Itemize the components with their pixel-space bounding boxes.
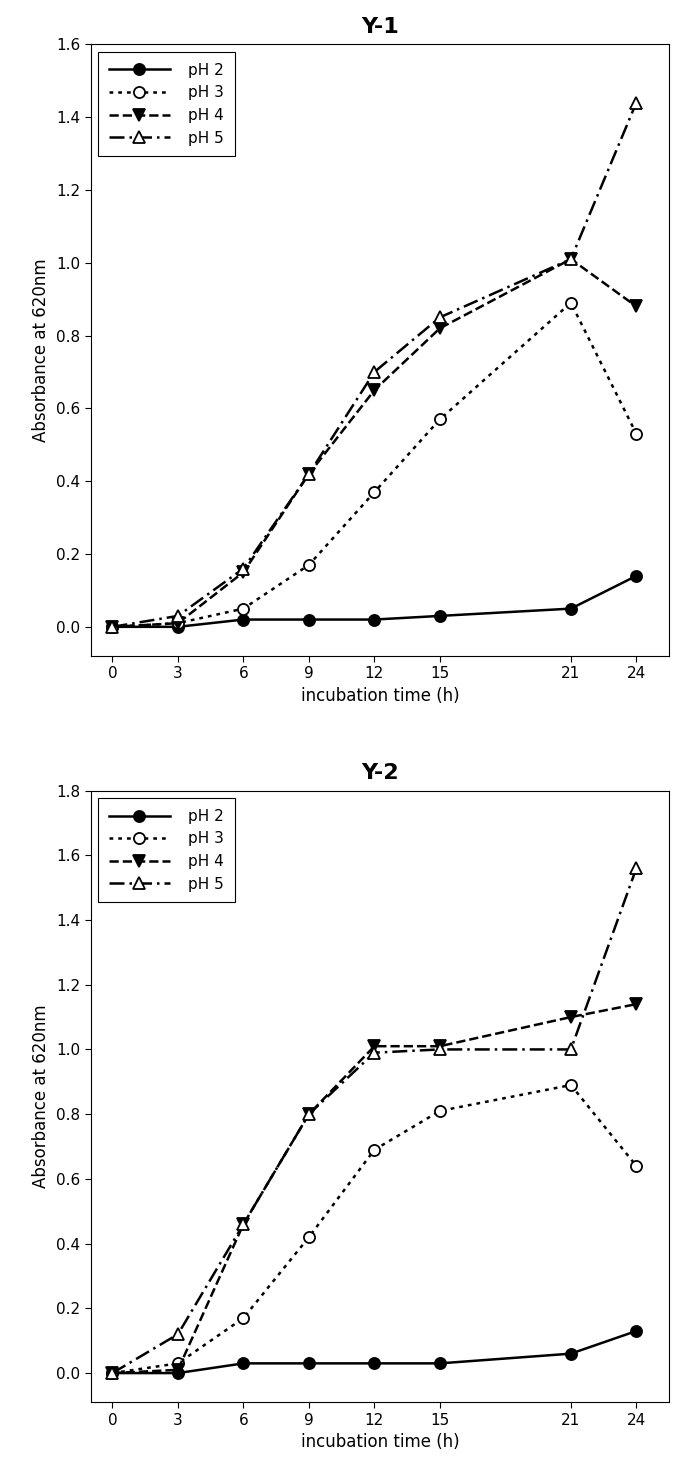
pH 2 — [370, 611, 378, 629]
Legend: pH 2, pH 3, pH 4, pH 5: pH 2, pH 3, pH 4, pH 5 — [98, 799, 235, 902]
pH 2 — [632, 567, 641, 584]
pH 4 — [436, 1038, 444, 1055]
pH 2 — [305, 611, 313, 629]
pH 3 — [305, 556, 313, 574]
pH 4 — [632, 298, 641, 316]
Title: Y-2: Y-2 — [361, 763, 399, 784]
pH 3 — [174, 614, 182, 632]
pH 2 — [567, 599, 575, 617]
pH 2 — [174, 1364, 182, 1382]
pH 5 — [567, 251, 575, 269]
pH 5 — [305, 465, 313, 483]
pH 5 — [174, 607, 182, 624]
pH 4 — [567, 1008, 575, 1026]
pH 3 — [239, 599, 247, 617]
Line: pH 4: pH 4 — [107, 999, 642, 1379]
pH 2 — [567, 1345, 575, 1362]
X-axis label: incubation time (h): incubation time (h) — [300, 686, 459, 706]
Line: pH 3: pH 3 — [107, 1079, 642, 1379]
pH 2 — [239, 1355, 247, 1373]
pH 4 — [108, 1364, 116, 1382]
pH 5 — [632, 859, 641, 877]
Line: pH 2: pH 2 — [107, 1325, 642, 1379]
pH 5 — [567, 1041, 575, 1058]
Y-axis label: Absorbance at 620nm: Absorbance at 620nm — [32, 1005, 50, 1188]
pH 4 — [174, 614, 182, 632]
pH 4 — [305, 465, 313, 483]
pH 5 — [305, 1106, 313, 1123]
pH 3 — [632, 425, 641, 443]
pH 4 — [108, 618, 116, 636]
pH 3 — [305, 1228, 313, 1246]
pH 4 — [632, 995, 641, 1013]
pH 5 — [108, 618, 116, 636]
pH 5 — [239, 1215, 247, 1232]
X-axis label: incubation time (h): incubation time (h) — [300, 1433, 459, 1451]
pH 4 — [239, 1215, 247, 1232]
pH 3 — [174, 1355, 182, 1373]
pH 3 — [632, 1157, 641, 1175]
pH 4 — [436, 319, 444, 337]
pH 3 — [239, 1309, 247, 1327]
pH 2 — [436, 607, 444, 624]
pH 2 — [632, 1322, 641, 1340]
pH 5 — [174, 1325, 182, 1343]
Line: pH 2: pH 2 — [107, 570, 642, 632]
pH 5 — [370, 363, 378, 381]
pH 2 — [108, 618, 116, 636]
pH 3 — [108, 1364, 116, 1382]
pH 3 — [108, 618, 116, 636]
Line: pH 3: pH 3 — [107, 297, 642, 632]
pH 4 — [239, 564, 247, 582]
pH 2 — [436, 1355, 444, 1373]
Legend: pH 2, pH 3, pH 4, pH 5: pH 2, pH 3, pH 4, pH 5 — [98, 52, 235, 156]
pH 2 — [108, 1364, 116, 1382]
pH 4 — [567, 251, 575, 269]
pH 4 — [174, 1361, 182, 1379]
pH 3 — [370, 1141, 378, 1159]
Line: pH 5: pH 5 — [107, 862, 642, 1379]
pH 3 — [436, 1103, 444, 1120]
pH 2 — [305, 1355, 313, 1373]
pH 4 — [305, 1106, 313, 1123]
pH 4 — [370, 381, 378, 399]
Line: pH 4: pH 4 — [107, 254, 642, 632]
pH 5 — [239, 559, 247, 577]
Y-axis label: Absorbance at 620nm: Absorbance at 620nm — [32, 258, 50, 441]
pH 5 — [436, 1041, 444, 1058]
pH 5 — [108, 1364, 116, 1382]
pH 2 — [174, 618, 182, 636]
pH 3 — [370, 483, 378, 500]
Line: pH 5: pH 5 — [107, 97, 642, 632]
pH 3 — [436, 410, 444, 428]
pH 5 — [436, 308, 444, 326]
Title: Y-1: Y-1 — [361, 18, 399, 37]
pH 3 — [567, 1076, 575, 1094]
pH 5 — [632, 93, 641, 111]
pH 2 — [239, 611, 247, 629]
pH 5 — [370, 1044, 378, 1061]
pH 2 — [370, 1355, 378, 1373]
pH 4 — [370, 1038, 378, 1055]
pH 3 — [567, 294, 575, 311]
